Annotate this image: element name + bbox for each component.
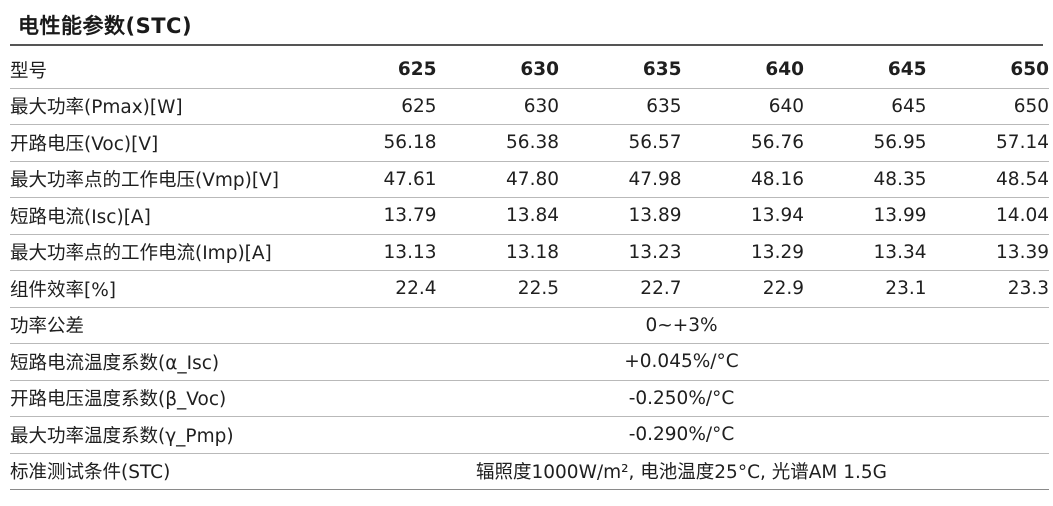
row-label: 开路电压(Voc)[V] [10, 124, 314, 162]
spanned-value: +0.045%/°C [314, 343, 1049, 381]
row-label: 最大功率(Pmax)[W] [10, 88, 314, 125]
row-label: 最大功率温度系数(γ_Pmp) [10, 416, 314, 454]
cell-value: 645 [804, 88, 927, 125]
table-row: 最大功率点的工作电流(Imp)[A] 13.13 13.18 13.23 13.… [10, 234, 1049, 271]
cell-value: 13.29 [681, 234, 804, 271]
cell-value: 56.38 [436, 124, 559, 162]
cell-value: 56.76 [681, 124, 804, 162]
row-label: 组件效率[%] [10, 270, 314, 308]
cell-value: 13.84 [436, 197, 559, 235]
section-title: 电性能参数(STC) [18, 14, 193, 38]
cell-value: 23.3 [926, 270, 1049, 308]
model-header: 635 [559, 52, 682, 89]
cell-value: 22.4 [314, 270, 437, 308]
table-row: 最大功率点的工作电压(Vmp)[V] 47.61 47.80 47.98 48.… [10, 161, 1049, 198]
spanned-value: -0.290%/°C [314, 416, 1049, 454]
model-header: 650 [926, 52, 1049, 89]
cell-value: 13.34 [804, 234, 927, 271]
header-label: 型号 [10, 52, 314, 89]
cell-value: 56.57 [559, 124, 682, 162]
table-row: 短路电流(Isc)[A] 13.79 13.84 13.89 13.94 13.… [10, 197, 1049, 235]
model-header: 645 [804, 52, 927, 89]
cell-value: 13.13 [314, 234, 437, 271]
cell-value: 13.89 [559, 197, 682, 235]
table-row-spanned: 最大功率温度系数(γ_Pmp) -0.290%/°C [10, 416, 1049, 454]
cell-value: 625 [314, 88, 437, 125]
spanned-value: 0~+3% [314, 307, 1049, 344]
table-row: 最大功率(Pmax)[W] 625 630 635 640 645 650 [10, 88, 1049, 125]
cell-value: 650 [926, 88, 1049, 125]
cell-value: 13.99 [804, 197, 927, 235]
model-header: 630 [436, 52, 559, 89]
cell-value: 13.23 [559, 234, 682, 271]
cell-value: 635 [559, 88, 682, 125]
table-header-row: 型号 625 630 635 640 645 650 [10, 52, 1049, 89]
row-label: 最大功率点的工作电流(Imp)[A] [10, 234, 314, 271]
model-header: 625 [314, 52, 437, 89]
cell-value: 47.98 [559, 161, 682, 198]
spanned-value: -0.250%/°C [314, 380, 1049, 417]
cell-value: 14.04 [926, 197, 1049, 235]
cell-value: 48.16 [681, 161, 804, 198]
table-row: 开路电压(Voc)[V] 56.18 56.38 56.57 56.76 56.… [10, 124, 1049, 162]
cell-value: 22.5 [436, 270, 559, 308]
table-row: 组件效率[%] 22.4 22.5 22.7 22.9 23.1 23.3 [10, 270, 1049, 308]
cell-value: 13.18 [436, 234, 559, 271]
cell-value: 56.95 [804, 124, 927, 162]
table-row-spanned: 标准测试条件(STC) 辐照度1000W/m², 电池温度25°C, 光谱AM … [10, 453, 1049, 490]
cell-value: 56.18 [314, 124, 437, 162]
cell-value: 22.7 [559, 270, 682, 308]
table-row-spanned: 短路电流温度系数(α_Isc) +0.045%/°C [10, 343, 1049, 381]
cell-value: 640 [681, 88, 804, 125]
cell-value: 13.39 [926, 234, 1049, 271]
row-label: 短路电流(Isc)[A] [10, 197, 314, 235]
cell-value: 48.35 [804, 161, 927, 198]
row-label: 标准测试条件(STC) [10, 453, 314, 490]
row-label: 最大功率点的工作电压(Vmp)[V] [10, 161, 314, 198]
cell-value: 47.80 [436, 161, 559, 198]
cell-value: 13.94 [681, 197, 804, 235]
row-label: 短路电流温度系数(α_Isc) [10, 343, 314, 381]
row-label: 开路电压温度系数(β_Voc) [10, 380, 314, 417]
row-label: 功率公差 [10, 307, 314, 344]
cell-value: 23.1 [804, 270, 927, 308]
cell-value: 13.79 [314, 197, 437, 235]
spanned-value: 辐照度1000W/m², 电池温度25°C, 光谱AM 1.5G [314, 453, 1049, 490]
cell-value: 48.54 [926, 161, 1049, 198]
cell-value: 47.61 [314, 161, 437, 198]
cell-value: 630 [436, 88, 559, 125]
electrical-parameters-table: 型号 625 630 635 640 645 650 最大功率(Pmax)[W]… [10, 52, 1049, 490]
cell-value: 57.14 [926, 124, 1049, 162]
model-header: 640 [681, 52, 804, 89]
table-row-spanned: 功率公差 0~+3% [10, 307, 1049, 344]
table-row-spanned: 开路电压温度系数(β_Voc) -0.250%/°C [10, 380, 1049, 417]
title-divider [10, 44, 1043, 46]
cell-value: 22.9 [681, 270, 804, 308]
